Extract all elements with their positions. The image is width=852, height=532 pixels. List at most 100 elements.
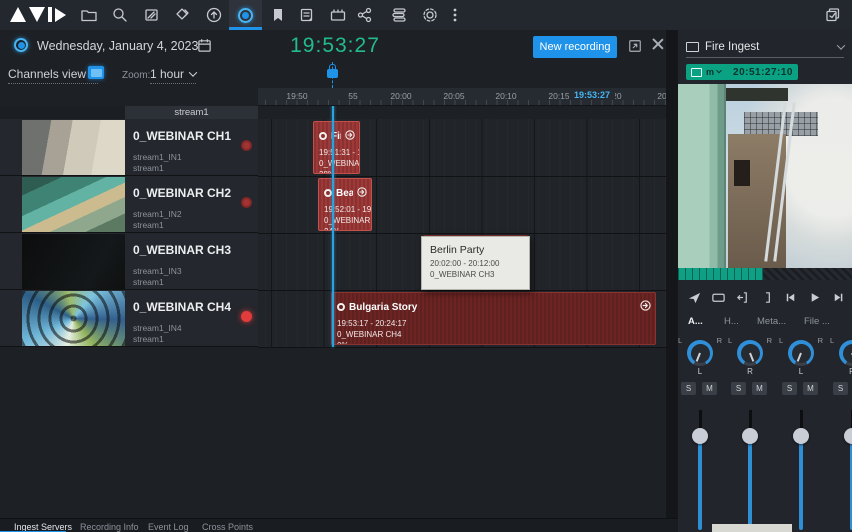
tab-file[interactable]: File ... [804, 316, 830, 327]
timeline-ruler[interactable]: 19:50 55 20:00 20:05 20:10 20:15 20:20 2… [258, 88, 666, 106]
channel-row-ch2[interactable]: 0_WEBINAR CH2 stream1_IN2 stream1 [0, 176, 258, 233]
search-icon[interactable] [109, 5, 131, 25]
recording-dot-icon [319, 132, 327, 140]
export-icon[interactable] [345, 127, 355, 145]
chevron-down-icon [836, 40, 846, 50]
go-to-in-icon[interactable] [732, 287, 752, 307]
clip-title: Bulgaria Story [349, 301, 418, 313]
filmstrip-icon[interactable] [327, 5, 349, 25]
popout-icon[interactable] [628, 39, 642, 58]
pan-l-label: L [728, 336, 733, 345]
solo-button[interactable]: S [731, 382, 746, 395]
tab-headframe[interactable]: H... [724, 316, 739, 327]
fader-a1: Vol 0 A1 [678, 406, 722, 532]
fader-track[interactable] [698, 436, 702, 530]
new-recording-button[interactable]: New recording [533, 36, 617, 58]
channel-row-ch3[interactable]: 0_WEBINAR CH3 stream1_IN3 stream1 [0, 233, 258, 290]
step-forward-icon[interactable] [828, 287, 848, 307]
monitor-icon [691, 67, 702, 77]
calendar-icon[interactable] [197, 38, 212, 58]
close-icon[interactable] [651, 37, 665, 51]
tab-recording-info[interactable]: Recording Info [80, 522, 139, 532]
clip-beach[interactable]: Bea... 19:52:01 - 19:57: 0_WEBINAR CH2 2… [318, 178, 372, 231]
channel-panel: stream1 0_WEBINAR CH1 stream1_IN1 stream… [0, 106, 258, 347]
fader-handle[interactable] [793, 428, 809, 444]
panel-divider [666, 30, 678, 532]
clip-fire[interactable]: Fir... 19:51:31 - 19:5 0_WEBINAR C 38% [313, 121, 360, 174]
pan-knob[interactable] [687, 340, 713, 366]
tab-audio[interactable]: A... [688, 316, 703, 327]
playhead-lock-icon[interactable] [327, 64, 338, 78]
clip-range: 19:52:01 - 19:57: [324, 205, 372, 214]
ruler-tick: 20 [657, 91, 666, 101]
folder-icon[interactable] [78, 5, 100, 25]
export-icon[interactable] [357, 184, 367, 202]
record-dot-active[interactable] [241, 311, 252, 322]
green-building [678, 84, 726, 268]
row-separator [258, 290, 666, 291]
tab-ingest-servers[interactable]: Ingest Servers [14, 522, 73, 532]
send-to-playback-icon[interactable] [684, 287, 704, 307]
channel-thumbnail-beach [22, 177, 125, 232]
zoom-dropdown[interactable]: 1 hour [150, 67, 198, 84]
more-kebab-icon[interactable] [444, 5, 466, 25]
solo-button[interactable]: S [833, 382, 848, 395]
share-icon[interactable] [354, 5, 376, 25]
export-icon[interactable] [640, 298, 651, 316]
fader-track[interactable] [850, 436, 852, 530]
monitor-progress-bar[interactable] [678, 268, 852, 280]
notes-icon[interactable] [296, 5, 318, 25]
mark-out-icon[interactable] [756, 287, 776, 307]
fader-track[interactable] [799, 436, 803, 530]
channels-view-dropdown[interactable]: Channels view [8, 67, 100, 84]
servers-icon[interactable] [388, 5, 410, 25]
channel-name: 0_WEBINAR CH4 [133, 300, 232, 314]
pan-control-a1: L R L S M [678, 336, 722, 402]
record-dot[interactable] [241, 140, 252, 151]
monitor-title: Fire Ingest [705, 40, 760, 53]
monitor-select-icon[interactable] [88, 66, 104, 79]
tab-metadata[interactable]: Meta... [757, 316, 787, 327]
pan-knob[interactable] [737, 340, 763, 366]
stream-header[interactable]: stream1 [125, 106, 258, 119]
solo-button[interactable]: S [681, 382, 696, 395]
playhead[interactable] [332, 106, 334, 347]
fader-handle[interactable] [742, 428, 758, 444]
tab-event-log[interactable]: Event Log [148, 522, 189, 532]
record-icon[interactable] [234, 5, 256, 25]
record-dot[interactable] [241, 197, 252, 208]
fader-handle[interactable] [692, 428, 708, 444]
pan-position: L [697, 367, 703, 376]
monitor-toggle-icon[interactable] [708, 287, 728, 307]
step-back-icon[interactable] [780, 287, 800, 307]
date-picker[interactable]: Wednesday, January 4, 2023 [37, 39, 199, 53]
clip-title: Bea... [336, 187, 353, 199]
fader-track[interactable] [748, 436, 752, 530]
avid-logo [10, 7, 66, 22]
mute-button[interactable]: M [752, 382, 767, 395]
channel-row-ch4[interactable]: 0_WEBINAR CH4 stream1_IN4 stream1 [0, 290, 258, 347]
bookmark-icon[interactable] [267, 5, 289, 25]
upload-icon[interactable] [203, 5, 225, 25]
channel-row-ch1[interactable]: 0_WEBINAR CH1 stream1_IN1 stream1 [0, 119, 258, 176]
pan-knob[interactable] [788, 340, 814, 366]
mute-button[interactable]: M [803, 382, 818, 395]
play-icon[interactable] [804, 287, 824, 307]
timecode-mode-dropdown[interactable]: m [706, 67, 722, 77]
layout-icon[interactable] [822, 5, 844, 25]
ruler-tick: 19:50 [286, 91, 308, 101]
timeline-body[interactable]: Fir... 19:51:31 - 19:5 0_WEBINAR C 38% B… [258, 106, 666, 518]
clip-range: 19:53:17 - 20:24:17 [337, 319, 407, 328]
monitor-source-dropdown[interactable]: Fire Ingest [686, 36, 846, 58]
tab-cross-points[interactable]: Cross Points [202, 522, 254, 532]
mute-button[interactable]: M [702, 382, 717, 395]
edit-list-icon[interactable] [141, 5, 163, 25]
pan-knob[interactable] [839, 340, 852, 366]
fader-handle[interactable] [844, 428, 852, 444]
clip-progress: 24% [319, 226, 371, 230]
settings-gear-icon[interactable] [419, 5, 441, 25]
clip-bulgaria-story[interactable]: Bulgaria Story 19:53:17 - 20:24:17 0_WEB… [331, 292, 656, 345]
solo-button[interactable]: S [782, 382, 797, 395]
versions-icon[interactable] [172, 5, 194, 25]
channel-input: stream1_IN1 [133, 152, 182, 162]
